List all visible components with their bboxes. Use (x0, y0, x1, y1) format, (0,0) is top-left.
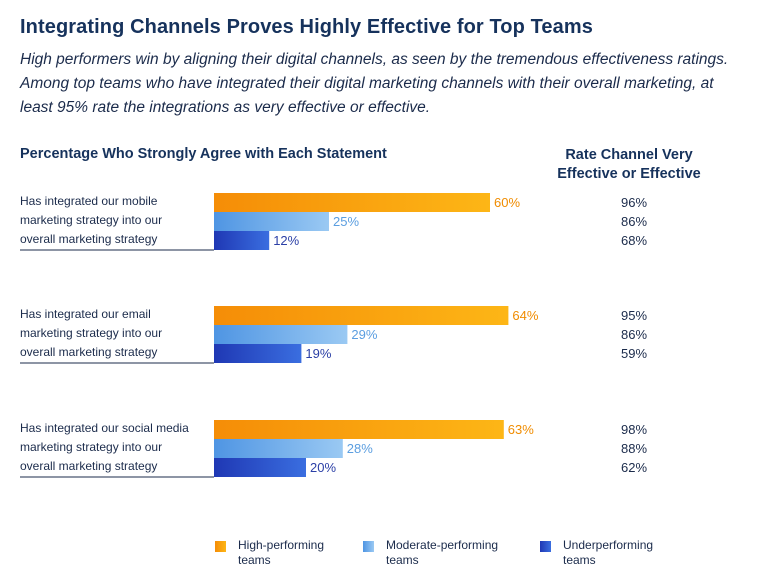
effectiveness-value: 98% (621, 422, 647, 437)
category-label: marketing strategy into our (20, 213, 162, 227)
bar-under (214, 344, 302, 363)
bar-under (214, 458, 306, 477)
effectiveness-value: 86% (621, 214, 647, 229)
right-column-header: Rate Channel Very Effective or Effective (557, 147, 701, 182)
effectiveness-value: 95% (621, 308, 647, 323)
legend-label-under: Underperforming (563, 538, 654, 552)
bar-high (214, 306, 509, 325)
effectiveness-value: 88% (621, 441, 647, 456)
effectiveness-value: 62% (621, 460, 647, 475)
data-label-under: 19% (305, 346, 331, 361)
chart-title: Integrating Channels Proves Highly Effec… (20, 16, 593, 38)
data-label-moderate: 29% (351, 327, 377, 342)
effectiveness-value: 86% (621, 327, 647, 342)
effectiveness-value: 68% (621, 233, 647, 248)
legend-label-high: High-performing (238, 538, 325, 552)
category-label: marketing strategy into our (20, 326, 162, 340)
legend-item-high: High-performing teams (215, 538, 324, 568)
legend-label-high-line2: teams (238, 553, 271, 567)
data-label-high: 60% (494, 195, 520, 210)
data-label-under: 20% (310, 460, 336, 475)
legend-label-moderate: Moderate-performing (386, 538, 499, 552)
legend-label-moderate-line2: teams (386, 553, 419, 567)
legend-item-under: Underperforming teams (540, 538, 653, 568)
effectiveness-value: 96% (621, 195, 647, 210)
legend-label-under-line2: teams (563, 553, 596, 567)
bar-high (214, 420, 504, 439)
data-label-under: 12% (273, 233, 299, 248)
category-label: Has integrated our social media (20, 421, 189, 435)
category-label: overall marketing strategy (20, 345, 157, 359)
data-label-high: 64% (512, 308, 538, 323)
bar-moderate (214, 325, 348, 344)
category-label: overall marketing strategy (20, 459, 157, 473)
bar-under (214, 231, 270, 250)
category-label: overall marketing strategy (20, 232, 157, 246)
data-label-moderate: 28% (347, 441, 373, 456)
category-label: marketing strategy into our (20, 440, 162, 454)
bar-high (214, 193, 490, 212)
legend-swatch-high (215, 541, 226, 552)
legend-swatch-moderate (363, 541, 374, 552)
legend-swatch-under (540, 541, 551, 552)
bar-chart: Has integrated our mobile marketing strat… (20, 193, 647, 478)
chart-subtitle: High performers win by aligning their di… (20, 51, 729, 116)
data-label-high: 63% (508, 422, 534, 437)
effectiveness-value: 59% (621, 346, 647, 361)
bar-moderate (214, 439, 343, 458)
category-label: Has integrated our email (20, 307, 151, 321)
bar-moderate (214, 212, 329, 231)
legend: High-performing teams Moderate-performin… (215, 538, 735, 572)
category-label: Has integrated our mobile (20, 194, 158, 208)
legend-item-moderate: Moderate-performing teams (363, 538, 498, 568)
left-column-header: Percentage Who Strongly Agree with Each … (20, 146, 387, 162)
data-label-moderate: 25% (333, 214, 359, 229)
